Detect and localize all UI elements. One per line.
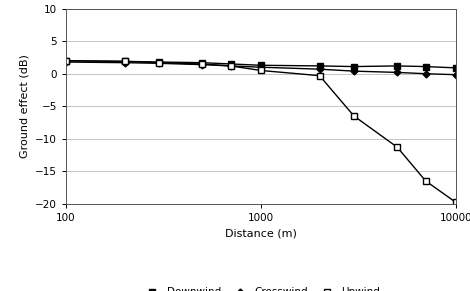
Downwind	[63, 59, 69, 63]
Upwind	[394, 146, 400, 149]
Line: Crosswind: Crosswind	[63, 60, 458, 77]
X-axis label: Distance (m): Distance (m)	[225, 228, 297, 238]
Crosswind	[156, 62, 162, 65]
Upwind	[317, 74, 322, 77]
Y-axis label: Ground effect (dB): Ground effect (dB)	[19, 54, 29, 158]
Crosswind	[317, 68, 322, 71]
Upwind	[423, 179, 429, 183]
Upwind	[156, 61, 162, 64]
Crosswind	[199, 63, 205, 66]
Crosswind	[423, 72, 429, 75]
Upwind	[122, 60, 127, 63]
Line: Downwind: Downwind	[63, 58, 459, 71]
Crosswind	[351, 69, 357, 73]
Downwind	[258, 63, 264, 67]
Line: Upwind: Upwind	[63, 58, 459, 205]
Downwind	[122, 60, 127, 63]
Downwind	[199, 61, 205, 64]
Crosswind	[258, 65, 264, 69]
Crosswind	[394, 71, 400, 74]
Upwind	[453, 201, 459, 204]
Downwind	[423, 65, 429, 68]
Crosswind	[453, 73, 459, 77]
Crosswind	[228, 64, 234, 68]
Downwind	[317, 64, 322, 68]
Crosswind	[122, 61, 127, 64]
Downwind	[453, 66, 459, 70]
Downwind	[228, 62, 234, 66]
Upwind	[199, 62, 205, 66]
Upwind	[258, 69, 264, 72]
Upwind	[228, 64, 234, 68]
Downwind	[394, 64, 400, 68]
Upwind	[63, 59, 69, 63]
Downwind	[156, 60, 162, 64]
Downwind	[351, 65, 357, 68]
Upwind	[351, 114, 357, 118]
Legend: Downwind, Crosswind, Upwind: Downwind, Crosswind, Upwind	[138, 283, 384, 291]
Crosswind	[63, 60, 69, 64]
